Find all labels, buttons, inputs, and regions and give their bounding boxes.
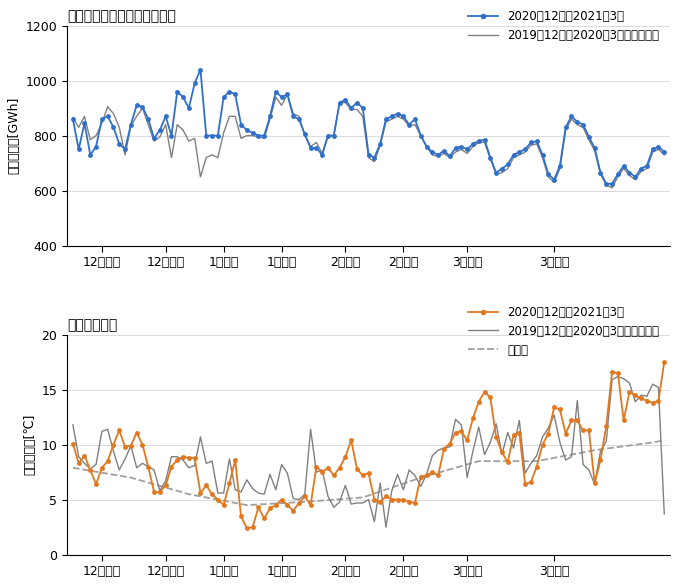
Legend: 2020年12月～2021年3月, 2019年12月～2020年3月（同曜日）, 平年値: 2020年12月～2021年3月, 2019年12月～2020年3月（同曜日）,… <box>464 301 664 361</box>
Y-axis label: 日平均気温[℃]: 日平均気温[℃] <box>23 414 36 476</box>
Text: 気温（東京）: 気温（東京） <box>67 318 117 332</box>
Text: 電力需要（東京電力エリア）: 電力需要（東京電力エリア） <box>67 9 176 23</box>
Legend: 2020年12月～2021年3月, 2019年12月～2020年3月（同曜日）: 2020年12月～2021年3月, 2019年12月～2020年3月（同曜日） <box>464 5 664 46</box>
Y-axis label: 日合計需要[GWh]: 日合計需要[GWh] <box>7 97 20 174</box>
